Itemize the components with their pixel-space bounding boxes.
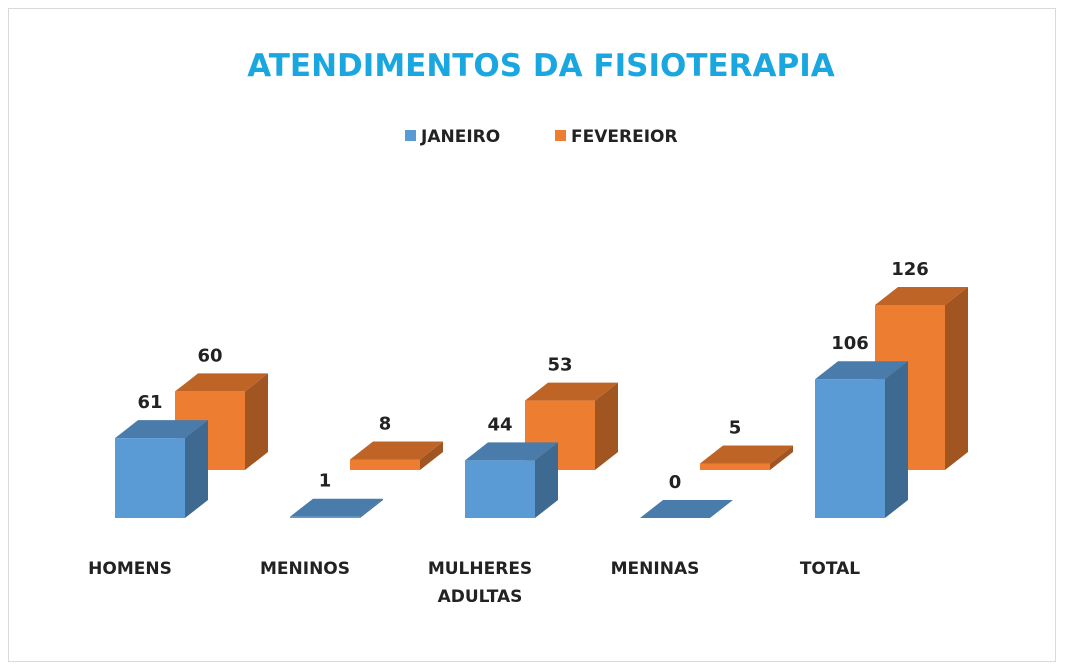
value-label: 60 bbox=[197, 345, 222, 366]
bar-side bbox=[535, 442, 558, 518]
bar-top bbox=[525, 382, 618, 401]
legend-label: FEVEREIOR bbox=[571, 127, 678, 147]
bar-top bbox=[175, 373, 268, 392]
bar-side bbox=[770, 445, 793, 470]
value-label: 106 bbox=[831, 333, 869, 354]
bar-top bbox=[640, 500, 733, 518]
category-label: TOTAL bbox=[799, 559, 861, 579]
value-label: 53 bbox=[547, 355, 572, 376]
bar-side bbox=[360, 498, 383, 518]
bar-top bbox=[875, 287, 968, 305]
bar bbox=[350, 459, 420, 470]
value-label: 61 bbox=[137, 392, 162, 413]
bar-top bbox=[815, 361, 908, 380]
category-label: HOMENS bbox=[88, 559, 172, 579]
bar-top bbox=[700, 445, 793, 464]
bar-side bbox=[245, 373, 268, 470]
bar-top bbox=[290, 498, 383, 517]
value-label: 44 bbox=[487, 414, 512, 435]
chart-title: ATENDIMENTOS DA FISIOTERAPIA bbox=[247, 48, 835, 84]
legend-label: JANEIRO bbox=[420, 127, 500, 147]
legend-swatch bbox=[555, 130, 566, 141]
bar-top bbox=[465, 442, 558, 461]
value-label: 5 bbox=[729, 417, 742, 438]
category-label: MENINOS bbox=[259, 559, 350, 579]
bar bbox=[815, 379, 885, 518]
value-label: 1 bbox=[319, 471, 332, 492]
bar-side bbox=[945, 287, 968, 470]
bar-side bbox=[420, 441, 443, 470]
value-label: 0 bbox=[669, 472, 682, 493]
value-label: 8 bbox=[379, 414, 392, 435]
chart-frame bbox=[8, 8, 1056, 662]
bar bbox=[115, 438, 185, 518]
bar-side bbox=[595, 382, 618, 470]
category-label: MULHERES ADULTAS bbox=[427, 559, 533, 607]
legend-swatch bbox=[405, 130, 416, 141]
bar bbox=[700, 463, 770, 470]
bar-side bbox=[185, 420, 208, 518]
bar-top bbox=[115, 420, 208, 439]
bar-top bbox=[350, 441, 443, 460]
bar bbox=[290, 516, 360, 518]
value-label: 126 bbox=[891, 259, 929, 280]
bar-side bbox=[885, 361, 908, 518]
category-label: MENINAS bbox=[610, 559, 700, 579]
bar bbox=[465, 460, 535, 518]
